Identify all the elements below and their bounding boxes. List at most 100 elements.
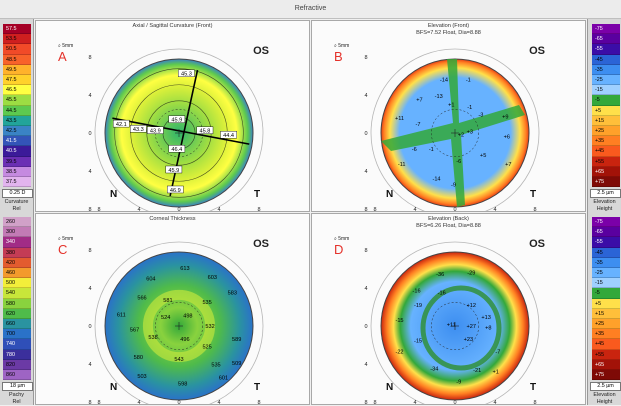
scale-step[interactable]: 18 µm: [2, 382, 33, 392]
map-value: +23: [464, 337, 474, 343]
scale-value: +45: [592, 339, 620, 350]
scale-value: +5: [592, 105, 620, 116]
scale-value: 45.5: [3, 95, 31, 106]
map-value: 583: [228, 291, 237, 297]
map-value: 503: [137, 374, 146, 380]
value-box: [129, 125, 147, 133]
panel-elevation-back[interactable]: 8 4 0 4 8 8 4 0 4 8 -36 -29 -16 -16 -19 +12 -15 +13 +11 +27…: [311, 213, 586, 405]
map-value: -13: [435, 94, 443, 100]
scale-value: 860: [3, 370, 31, 381]
scale-value: 540: [3, 288, 31, 299]
map-value: 46.4: [171, 147, 182, 153]
y-tick: 0: [364, 324, 367, 330]
x-tick: 8: [373, 207, 376, 212]
map-value: 45.9: [171, 117, 182, 123]
map-value: 566: [137, 296, 146, 302]
map-value: 611: [117, 313, 126, 319]
map-value: 538: [148, 335, 157, 341]
scale-value: -35: [592, 257, 620, 268]
scale-label: Pachy: [9, 392, 24, 399]
scale-value: -55: [592, 44, 620, 55]
scale-value: -55: [592, 237, 620, 248]
map-value: 43.9: [150, 129, 161, 135]
ridge-band: [420, 285, 502, 371]
temporal-label: T: [254, 189, 261, 200]
map-value: 42.1: [116, 122, 127, 128]
scale-mode: Rel: [12, 399, 21, 406]
value-box: [147, 126, 164, 134]
map-canvas: 8 4 0 4 8 8 4 0 4 8 45.3 42.1 43.3 43.9 45.9 45.8 44.4 46…: [88, 48, 264, 212]
x-tick: 8: [97, 207, 100, 212]
scale-value: -65: [592, 34, 620, 45]
map-value: 601: [219, 376, 228, 382]
scale-value: -15: [592, 85, 620, 96]
zoom-icon[interactable]: ⌕ 5mm: [334, 236, 350, 242]
panel-corneal-thickness[interactable]: 8 4 0 4 8 8 4 0 4 8 613 603 604 566 583 611 581 535 567 524…: [35, 213, 310, 405]
y-tick: 4: [88, 93, 91, 99]
map-value: 45.8: [199, 129, 210, 135]
scale-step[interactable]: 2.5 µm: [590, 382, 621, 392]
value-box: [220, 131, 237, 139]
scale-value: 420: [3, 257, 31, 268]
scale-value: 38.5: [3, 166, 31, 177]
scale-mode: Rel: [12, 206, 21, 213]
map-value: 581: [163, 298, 172, 304]
y-tick: 8: [364, 55, 367, 61]
map-value: -19: [414, 303, 422, 309]
map-value: +5: [480, 153, 486, 159]
map-value: 44.4: [223, 133, 234, 139]
scale-step[interactable]: 2.5 µm: [590, 189, 621, 199]
scale-value: -45: [592, 247, 620, 258]
scale-value: 57.5: [3, 24, 31, 35]
map-value: -9: [451, 183, 456, 189]
scale-value: 47.5: [3, 75, 31, 86]
map-value: 43.3: [133, 127, 144, 133]
zoom-icon[interactable]: ⌕ 5mm: [58, 43, 74, 49]
scale-value: -25: [592, 268, 620, 279]
x-tick: 4: [137, 400, 140, 405]
map-value: +7: [505, 162, 511, 168]
scale-label: Elevation: [593, 392, 616, 399]
scale-value: +55: [592, 156, 620, 167]
left-scale-strip: 57.5 53.5 50.5 48.5 49.5 47.5 46.5 45.5 44.5 43.5…: [0, 19, 34, 405]
zoom-icon[interactable]: ⌕ 5mm: [58, 236, 74, 242]
zoom-icon[interactable]: ⌕ 5mm: [334, 43, 350, 49]
y-tick: 8: [88, 55, 91, 61]
scale-value: -5: [592, 95, 620, 106]
map-value: -3: [478, 112, 483, 118]
scale-value: 580: [3, 298, 31, 309]
value-box: [112, 119, 130, 128]
scale-step[interactable]: 0.25 D: [2, 189, 33, 199]
scale-value: +65: [592, 359, 620, 370]
map-value: -14: [432, 177, 440, 183]
degree-ring: [94, 48, 264, 211]
x-tick: 8: [533, 207, 536, 212]
map-value: 525: [202, 345, 211, 351]
scale-value: +45: [592, 146, 620, 157]
y-tick: 8: [88, 207, 91, 212]
map-value: +27: [467, 324, 477, 330]
panel-subtitle: BFS=7.52 Float, Dia=8.88: [416, 30, 481, 36]
scale-mode: Height: [596, 206, 613, 213]
map-value: 509: [232, 361, 241, 367]
x-tick: 0: [177, 400, 180, 405]
value-box: [166, 185, 184, 194]
map-value: +2: [458, 132, 464, 138]
x-tick: 4: [137, 207, 140, 212]
x-tick: 0: [453, 207, 456, 212]
eye-label: OS: [529, 238, 545, 250]
panel-elevation-front[interactable]: 8 4 0 4 8 8 4 0 4 8 -14 -1 -13 +7 +1 -1 -3 +9 +11 -7 +6 +3 -6 -…: [311, 20, 586, 212]
x-tick: 8: [373, 400, 376, 405]
scale-value: -75: [592, 217, 620, 228]
map-value: -1: [467, 105, 472, 111]
map-value: +11: [395, 116, 404, 122]
panel-axial-curvature[interactable]: 8 4 0 4 8 8 4 0 4 8 45.3 42.1 43.3 43.9 45.9 45.8 44.4 46…: [35, 20, 310, 212]
map-value: +13: [481, 315, 491, 321]
scale-value: 40.5: [3, 146, 31, 157]
scale-value: 46.5: [3, 85, 31, 96]
panel-title: Corneal Thickness: [149, 216, 196, 222]
map-value: 46.9: [170, 188, 181, 194]
map-value: -6: [456, 159, 461, 165]
degree-ring: [370, 241, 540, 404]
map-value: 543: [174, 357, 183, 363]
